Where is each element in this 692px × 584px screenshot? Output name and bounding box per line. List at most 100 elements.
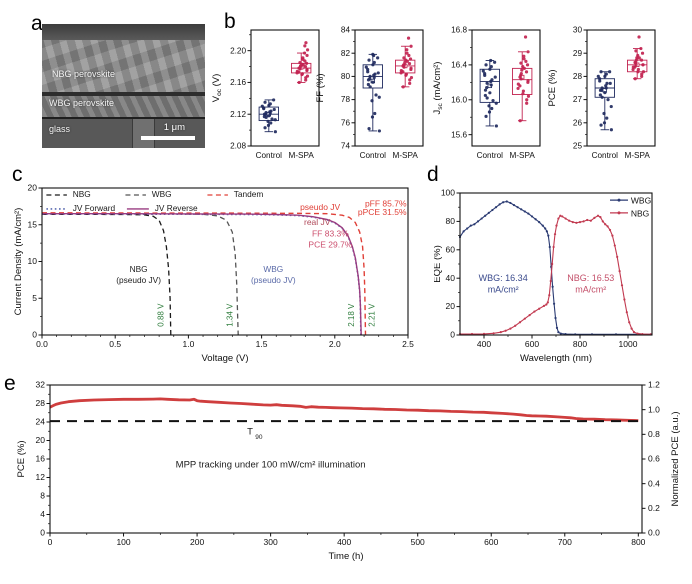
svg-text:Control: Control — [360, 151, 387, 160]
svg-text:Normalized PCE (a.u.): Normalized PCE (a.u.) — [670, 411, 681, 506]
svg-text:29: 29 — [573, 49, 583, 58]
sem-interface-seam2 — [42, 117, 205, 120]
svg-text:1.2: 1.2 — [648, 380, 660, 390]
svg-text:40: 40 — [446, 273, 456, 283]
svg-text:600: 600 — [525, 339, 539, 349]
svg-text:500: 500 — [411, 537, 425, 547]
svg-text:20: 20 — [36, 435, 46, 445]
svg-text:600: 600 — [484, 537, 498, 547]
svg-text:WBG: 16.34: WBG: 16.34 — [479, 273, 528, 283]
svg-text:NBG: NBG — [73, 189, 91, 199]
svg-text:1.5: 1.5 — [256, 339, 268, 349]
svg-text:15: 15 — [28, 219, 38, 229]
svg-text:0.2: 0.2 — [648, 503, 660, 513]
svg-text:8: 8 — [40, 491, 45, 501]
panel-d-label: d — [427, 163, 439, 186]
svg-text:2.12: 2.12 — [230, 110, 246, 119]
svg-text:15.6: 15.6 — [451, 130, 467, 139]
eqe-chart: 400 600 800 1000 0 20 40 60 80 100 Wavelength (nm)… — [434, 182, 684, 382]
sem-wbg-layer — [42, 95, 205, 117]
svg-text:2.16: 2.16 — [230, 78, 246, 87]
svg-text:Control: Control — [592, 151, 619, 160]
svg-text:100: 100 — [116, 537, 130, 547]
svg-text:60: 60 — [446, 244, 456, 254]
svg-text:24: 24 — [36, 417, 46, 427]
svg-text:M-SPA: M-SPA — [393, 151, 419, 160]
svg-text:Tandem: Tandem — [234, 189, 264, 199]
svg-text:Jsc (mA/cm²): Jsc (mA/cm²) — [432, 62, 444, 115]
svg-text:10: 10 — [28, 256, 38, 266]
svg-text:Current Density (mA/cm²): Current Density (mA/cm²) — [14, 208, 24, 316]
svg-text:78: 78 — [341, 95, 351, 104]
svg-text:26: 26 — [573, 118, 583, 127]
sem-substrate-pillar — [131, 119, 155, 148]
svg-text:NBG: NBG — [631, 208, 649, 218]
svg-text:5: 5 — [32, 293, 37, 303]
svg-text:0.6: 0.6 — [648, 454, 660, 464]
svg-text:700: 700 — [558, 537, 572, 547]
scale-bar — [141, 136, 195, 140]
svg-text:NBG: NBG — [130, 264, 148, 274]
svg-text:0: 0 — [32, 330, 37, 340]
svg-text:1.0: 1.0 — [648, 404, 660, 414]
svg-text:real JV: real JV — [304, 217, 331, 227]
panel-e-label: e — [4, 372, 16, 395]
svg-text:FF 83.3%: FF 83.3% — [312, 229, 349, 239]
svg-text:0: 0 — [40, 528, 45, 538]
svg-text:16.0: 16.0 — [451, 95, 467, 104]
svg-text:JV Forward: JV Forward — [73, 203, 116, 213]
svg-text:Control: Control — [256, 151, 283, 160]
sem-glass-layer — [42, 119, 205, 148]
svg-text:100: 100 — [441, 188, 455, 198]
sem-interface-seam — [42, 92, 205, 96]
svg-text:PCE 29.7%: PCE 29.7% — [308, 240, 352, 250]
svg-text:80: 80 — [446, 216, 456, 226]
svg-text:20: 20 — [28, 183, 38, 193]
svg-text:16.8: 16.8 — [451, 26, 467, 35]
svg-text:90: 90 — [255, 434, 263, 441]
svg-text:pFF 85.7%: pFF 85.7% — [365, 198, 407, 208]
boxplot-ff: Control M-SPA 74 76 78 80 82 84 FF (%) — [315, 24, 427, 166]
svg-text:200: 200 — [190, 537, 204, 547]
svg-text:16.4: 16.4 — [451, 60, 467, 69]
svg-text:mA/cm²: mA/cm² — [575, 284, 606, 294]
svg-text:Control: Control — [477, 151, 504, 160]
svg-text:MPP tracking under 100 mW/cm²: MPP tracking under 100 mW/cm² illuminati… — [176, 459, 366, 470]
svg-text:30: 30 — [573, 26, 583, 35]
sem-label-nbg: NBG perovskite — [52, 68, 116, 79]
svg-text:4: 4 — [40, 509, 45, 519]
svg-text:20: 20 — [446, 301, 456, 311]
svg-text:2.0: 2.0 — [329, 339, 341, 349]
svg-text:28: 28 — [573, 72, 583, 81]
svg-text:0.8: 0.8 — [648, 429, 660, 439]
svg-text:2.20: 2.20 — [230, 46, 246, 55]
jv-curves-chart: 0.0 0.5 1.0 1.5 2.0 2.5 0 5 10 15 20 Voltage (V) Cur… — [14, 182, 424, 382]
svg-text:74: 74 — [341, 142, 351, 151]
svg-text:80: 80 — [341, 72, 351, 81]
svg-text:NBG: 16.53: NBG: 16.53 — [567, 273, 614, 283]
sem-label-glass: glass — [49, 124, 71, 135]
svg-text:2.21 V: 2.21 V — [367, 303, 376, 327]
svg-text:mA/cm²: mA/cm² — [488, 284, 519, 294]
svg-text:JV Reverse: JV Reverse — [155, 203, 198, 213]
boxplot-jsc: Control M-SPA 15.6 16.0 16.4 16.8 Jsc (mA/cm²) — [432, 24, 544, 166]
svg-text:16: 16 — [36, 454, 46, 464]
svg-text:(pseudo JV): (pseudo JV) — [251, 275, 296, 285]
svg-text:800: 800 — [631, 537, 645, 547]
scale-bar-text: 1 μm — [163, 122, 185, 133]
svg-text:0.0: 0.0 — [648, 528, 660, 538]
svg-text:84: 84 — [341, 26, 351, 35]
svg-text:WBG: WBG — [263, 264, 283, 274]
svg-text:Time (h): Time (h) — [328, 551, 363, 562]
svg-text:pPCE 31.5%: pPCE 31.5% — [358, 207, 407, 217]
svg-text:0.5: 0.5 — [109, 339, 121, 349]
panel-a-label: a — [31, 12, 43, 35]
svg-text:12: 12 — [36, 472, 46, 482]
boxplot-voc: Control M-SPA 2.08 2.12 2.16 2.20 Voc (V) — [211, 24, 323, 166]
svg-text:T: T — [247, 426, 253, 437]
svg-text:25: 25 — [573, 142, 583, 151]
svg-text:Wavelength (nm): Wavelength (nm) — [520, 353, 592, 364]
svg-text:1.0: 1.0 — [182, 339, 194, 349]
sem-micrograph: NBG perovskite WBG perovskite glass 1 μm — [42, 24, 205, 148]
